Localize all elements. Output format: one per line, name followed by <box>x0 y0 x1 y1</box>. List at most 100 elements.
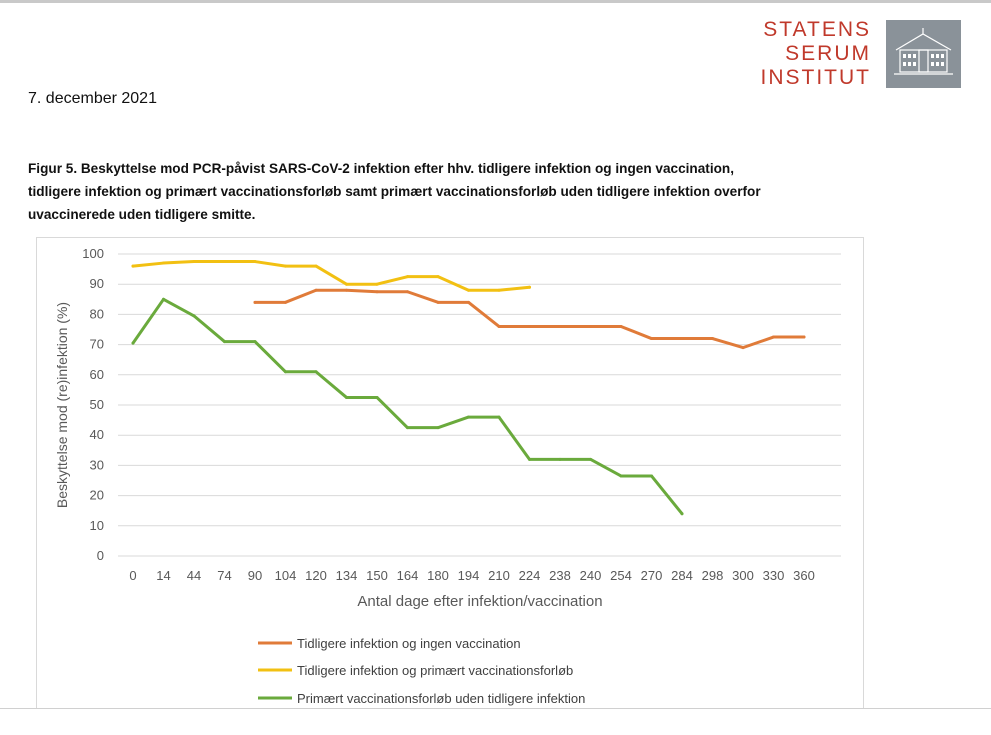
data-point-series-3 <box>375 395 379 399</box>
data-point-series-1 <box>345 288 348 292</box>
data-point-series-1 <box>314 288 318 292</box>
gridlines <box>118 253 841 557</box>
x-tick-label: 330 <box>763 568 785 583</box>
y-tick-label: 60 <box>90 367 104 382</box>
data-point-series-2 <box>406 275 409 279</box>
legend: Tidligere infektion og ingen vaccination… <box>258 636 585 706</box>
data-point-series-1 <box>467 300 470 304</box>
data-point-series-1 <box>772 335 775 339</box>
x-tick-label: 240 <box>580 568 602 583</box>
y-tick-label: 30 <box>90 457 104 472</box>
data-point-series-3 <box>589 457 592 461</box>
data-point-series-2 <box>162 261 165 265</box>
x-tick-label: 14 <box>156 568 170 583</box>
data-point-series-3 <box>650 474 653 478</box>
data-point-series-3 <box>680 512 684 516</box>
x-tick-label: 120 <box>305 568 327 583</box>
x-tick-label: 254 <box>610 568 632 583</box>
data-point-series-1 <box>650 337 653 341</box>
series-line-2 <box>131 260 531 292</box>
x-tick-label: 210 <box>488 568 510 583</box>
x-tick-label: 74 <box>217 568 231 583</box>
data-point-series-2 <box>131 264 135 268</box>
y-tick-label: 80 <box>90 306 104 321</box>
data-point-series-1 <box>619 324 623 328</box>
ssi-logo-text: STATENS SERUM INSTITUT <box>745 18 871 90</box>
data-point-series-1 <box>802 335 806 339</box>
data-point-series-3 <box>314 370 318 374</box>
x-tick-label: 0 <box>129 568 136 583</box>
y-tick-label: 10 <box>90 518 104 533</box>
data-point-series-1 <box>589 324 592 328</box>
logo-line-3: INSTITUT <box>760 66 871 89</box>
x-tick-label: 284 <box>671 568 693 583</box>
figure-caption-line-3: uvaccinerede uden tidligere smitte. <box>28 207 256 222</box>
data-point-series-2 <box>192 260 196 264</box>
data-point-series-2 <box>436 275 440 279</box>
data-point-series-3 <box>192 314 196 318</box>
figure-caption: Figur 5. Beskyttelse mod PCR-påvist SARS… <box>28 157 908 226</box>
data-point-series-1 <box>711 337 714 341</box>
x-tick-label: 360 <box>793 568 815 583</box>
data-point-series-2 <box>375 282 379 286</box>
data-point-series-3 <box>162 297 165 301</box>
data-point-series-3 <box>619 474 623 478</box>
data-point-series-1 <box>375 290 379 294</box>
y-tick-label: 90 <box>90 276 104 291</box>
y-tick-label: 50 <box>90 397 104 412</box>
document-date: 7. december 2021 <box>28 90 157 107</box>
data-point-series-3 <box>131 341 135 345</box>
data-point-series-3 <box>497 415 501 419</box>
building-icon <box>886 20 961 88</box>
data-point-series-2 <box>467 288 470 292</box>
y-tick-label: 20 <box>90 488 104 503</box>
series-lines <box>131 260 806 516</box>
x-tick-label: 238 <box>549 568 571 583</box>
data-point-series-3 <box>558 457 562 461</box>
y-tick-label: 70 <box>90 337 104 352</box>
x-tick-label: 300 <box>732 568 754 583</box>
data-point-series-2 <box>284 264 287 268</box>
y-tick-labels: 0 10 20 30 40 50 60 70 80 90 100 <box>82 246 104 563</box>
x-tick-label: 164 <box>397 568 419 583</box>
x-tick-labels: 0 14 44 74 90 104 120 134 150 164 180 194 210 224 238 2… <box>129 568 814 583</box>
logo-line-2: SERUM <box>785 42 871 65</box>
data-point-series-1 <box>253 300 257 304</box>
legend-label-2: Tidligere infektion og primært vaccinati… <box>297 663 573 678</box>
figure-caption-line-1: Figur 5. Beskyttelse mod PCR-påvist SARS… <box>28 161 734 176</box>
data-point-series-2 <box>223 260 226 264</box>
x-tick-label: 180 <box>427 568 449 583</box>
y-axis-label: Beskyttelse mod (re)infektion (%) <box>54 302 70 508</box>
x-tick-label: 270 <box>641 568 663 583</box>
data-point-series-1 <box>284 300 287 304</box>
legend-label-1: Tidligere infektion og ingen vaccination <box>297 636 521 651</box>
data-point-series-3 <box>467 415 470 419</box>
data-point-series-2 <box>497 288 501 292</box>
data-point-series-3 <box>406 426 409 430</box>
series-line-3 <box>131 297 684 516</box>
top-divider <box>0 0 991 3</box>
y-tick-label: 0 <box>97 548 104 563</box>
x-tick-label: 104 <box>275 568 297 583</box>
data-point-series-1 <box>741 346 745 350</box>
data-point-series-3 <box>223 340 226 344</box>
x-tick-label: 298 <box>702 568 724 583</box>
x-tick-label: 150 <box>366 568 388 583</box>
logo-line-1: STATENS <box>763 18 871 41</box>
data-point-series-1 <box>680 337 684 341</box>
data-point-series-2 <box>528 285 531 289</box>
x-tick-label: 44 <box>187 568 201 583</box>
data-point-series-1 <box>436 300 440 304</box>
chart-frame <box>36 237 864 709</box>
data-point-series-3 <box>436 426 440 430</box>
data-point-series-1 <box>558 324 562 328</box>
data-point-series-1 <box>497 324 501 328</box>
data-point-series-1 <box>406 290 409 294</box>
x-axis-label: Antal dage efter infektion/vaccination <box>357 593 602 610</box>
legend-label-3: Primært vaccinationsforløb uden tidliger… <box>297 691 585 706</box>
x-tick-label: 134 <box>336 568 358 583</box>
x-tick-label: 194 <box>458 568 480 583</box>
data-point-series-2 <box>253 260 257 264</box>
data-point-series-2 <box>314 264 318 268</box>
